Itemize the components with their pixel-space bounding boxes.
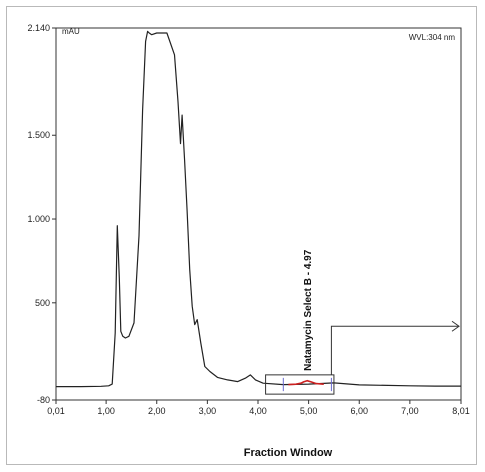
x-tick-label: 8,01: [452, 406, 470, 416]
axis-ticks: 0,01 1,00 2,00 3,00 4,00 5,00 6,00 7,00 8,01 2.14…: [27, 23, 469, 416]
x-tick-label: 7,00: [401, 406, 419, 416]
x-tick-label: 2,00: [148, 406, 166, 416]
fraction-window-group: [265, 320, 460, 395]
series-line-1: [56, 30, 461, 388]
arrow-line: [330, 325, 459, 375]
y-tick-label: -80: [37, 395, 50, 405]
x-tick-label: 0,01: [47, 406, 65, 416]
arrow-head: [451, 320, 460, 332]
x-tick-label: 1,00: [97, 406, 115, 416]
fraction-window-box: [265, 374, 335, 395]
x-tick-label: 6,00: [350, 406, 368, 416]
y-tick-label: 1.500: [27, 130, 50, 140]
series-line-2: [288, 379, 324, 386]
plot-border: [55, 27, 462, 401]
x-tick-label: 5,00: [300, 406, 318, 416]
plot-area: [55, 27, 462, 401]
y-tick-label: 2.140: [27, 23, 50, 33]
y-tick-label: 500: [35, 298, 50, 308]
x-tick-label: 4,00: [249, 406, 267, 416]
y-tick-label: 1.000: [27, 214, 50, 224]
x-axis-title: Fraction Window: [244, 447, 333, 459]
wavelength-label: WVL:304 nm: [409, 33, 456, 42]
y-axis-unit-label: mAU: [62, 27, 80, 36]
series-group: [56, 30, 461, 388]
peak-annotation: Natamycin Select B - 4.97: [303, 249, 314, 371]
x-tick-label: 3,00: [199, 406, 217, 416]
chart-frame: [6, 6, 477, 465]
